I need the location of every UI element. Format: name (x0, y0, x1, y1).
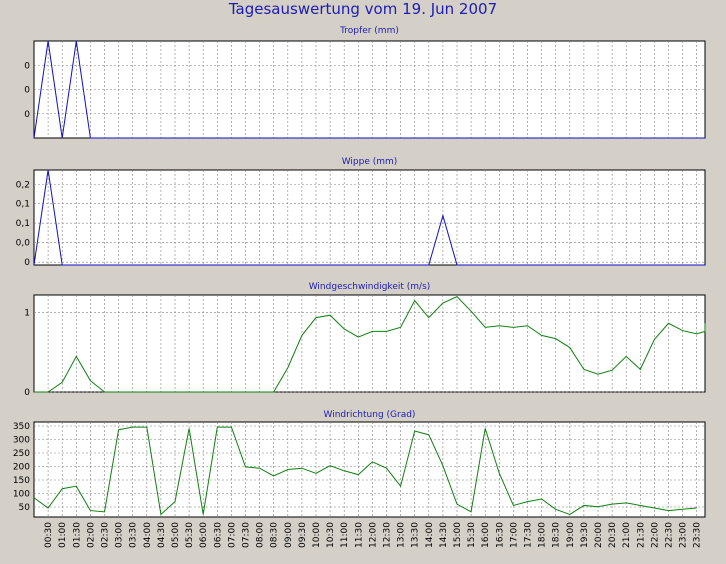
x-tick-label: 03:00 (115, 522, 125, 548)
y-tick-label: 0 (24, 258, 30, 268)
x-tick-label: 05:30 (185, 522, 195, 548)
x-tick-label: 09:30 (298, 522, 308, 548)
x-tick-label: 16:30 (495, 522, 505, 548)
x-tick-label: 15:30 (467, 522, 477, 548)
series-line (34, 296, 706, 393)
chart-panel-3: Windrichtung (Grad) 350 300 250 200 150 100 50 (13, 410, 706, 518)
x-tick-label: 13:30 (411, 522, 421, 548)
x-tick-label: 17:30 (524, 522, 534, 548)
x-tick-label: 14:00 (425, 522, 435, 548)
x-tick-label: 10:00 (312, 522, 322, 548)
x-tick-label: 02:30 (101, 522, 111, 548)
x-tick-label: 06:30 (213, 522, 223, 548)
x-tick-label: 14:30 (439, 522, 449, 548)
x-axis: 00:30 01:00 01:30 02:00 02:30 03:00 03:30 04:00… (44, 522, 703, 548)
x-tick-label: 16:00 (481, 522, 491, 548)
y-tick-label: 50 (19, 503, 31, 513)
panel-title: Windrichtung (Grad) (324, 410, 416, 420)
x-tick-label: 23:30 (693, 522, 703, 548)
x-tick-label: 11:00 (340, 522, 350, 548)
x-tick-label: 22:30 (665, 522, 675, 548)
chart-panel-0: Tropfer (mm) 0 0 0 (24, 26, 706, 139)
y-tick-label: 350 (13, 422, 30, 432)
plot-area (33, 421, 706, 518)
x-tick-label: 19:30 (580, 522, 590, 548)
x-tick-label: 13:00 (397, 522, 407, 548)
plot-area (33, 169, 706, 266)
y-tick-label: 0 (24, 61, 30, 71)
plot-area (33, 294, 706, 393)
x-tick-label: 01:30 (72, 522, 82, 548)
x-tick-label: 07:30 (242, 522, 252, 548)
series-line (33, 40, 705, 139)
chart-title: Tagesauswertung vom 19. Jun 2007 (228, 0, 498, 18)
y-tick-label: 300 (13, 436, 30, 446)
y-tick-label: 250 (13, 449, 30, 459)
x-tick-label: 21:30 (636, 522, 646, 548)
y-tick-label: 1 (24, 308, 30, 318)
x-tick-label: 00:30 (44, 522, 54, 548)
x-tick-label: 01:00 (58, 522, 68, 548)
x-tick-label: 08:30 (270, 522, 280, 548)
y-tick-label: 0,1 (16, 200, 30, 210)
y-tick-label: 0,2 (16, 180, 30, 190)
panel-title: Tropfer (mm) (339, 26, 399, 36)
y-tick-label: 0,1 (16, 219, 30, 229)
x-tick-label: 12:30 (383, 522, 393, 548)
x-tick-label: 10:30 (326, 522, 336, 548)
x-tick-label: 17:00 (509, 522, 519, 548)
x-tick-label: 11:30 (354, 522, 364, 548)
y-tick-label: 0 (24, 110, 30, 120)
x-tick-label: 04:30 (157, 522, 167, 548)
x-tick-label: 06:00 (199, 522, 209, 548)
x-tick-label: 07:00 (227, 522, 237, 548)
panel-title: Windgeschwindigkeit (m/s) (309, 282, 431, 292)
y-tick-label: 0,0 (16, 239, 31, 249)
x-tick-label: 23:00 (679, 522, 689, 548)
y-tick-label: 0 (24, 388, 30, 398)
x-tick-label: 12:00 (368, 522, 378, 548)
x-tick-label: 22:00 (650, 522, 660, 548)
plot-area (33, 40, 706, 139)
y-tick-label: 0 (24, 86, 30, 96)
y-tick-label: 200 (13, 463, 30, 473)
y-tick-label: 100 (13, 490, 30, 500)
x-tick-label: 18:00 (538, 522, 548, 548)
chart-panel-2: Windgeschwindigkeit (m/s) 1 0 (24, 282, 706, 398)
x-tick-label: 08:00 (256, 522, 266, 548)
x-tick-label: 09:00 (284, 522, 294, 548)
series-line (33, 426, 697, 516)
x-tick-label: 18:30 (552, 522, 562, 548)
x-tick-label: 21:00 (622, 522, 632, 548)
x-tick-label: 15:00 (453, 522, 463, 548)
y-tick-label: 150 (13, 476, 30, 486)
x-tick-label: 20:00 (594, 522, 604, 548)
x-tick-label: 05:00 (171, 522, 181, 548)
series-line (33, 169, 705, 266)
x-tick-label: 02:00 (86, 522, 96, 548)
chart-panel-1: Wippe (mm) 0,2 0,1 0,1 0,0 0 (16, 157, 706, 268)
x-tick-label: 04:00 (143, 522, 153, 548)
panel-title: Wippe (mm) (342, 157, 398, 167)
x-tick-label: 03:30 (129, 522, 139, 548)
x-tick-label: 20:30 (608, 522, 618, 548)
x-tick-label: 19:00 (566, 522, 576, 548)
